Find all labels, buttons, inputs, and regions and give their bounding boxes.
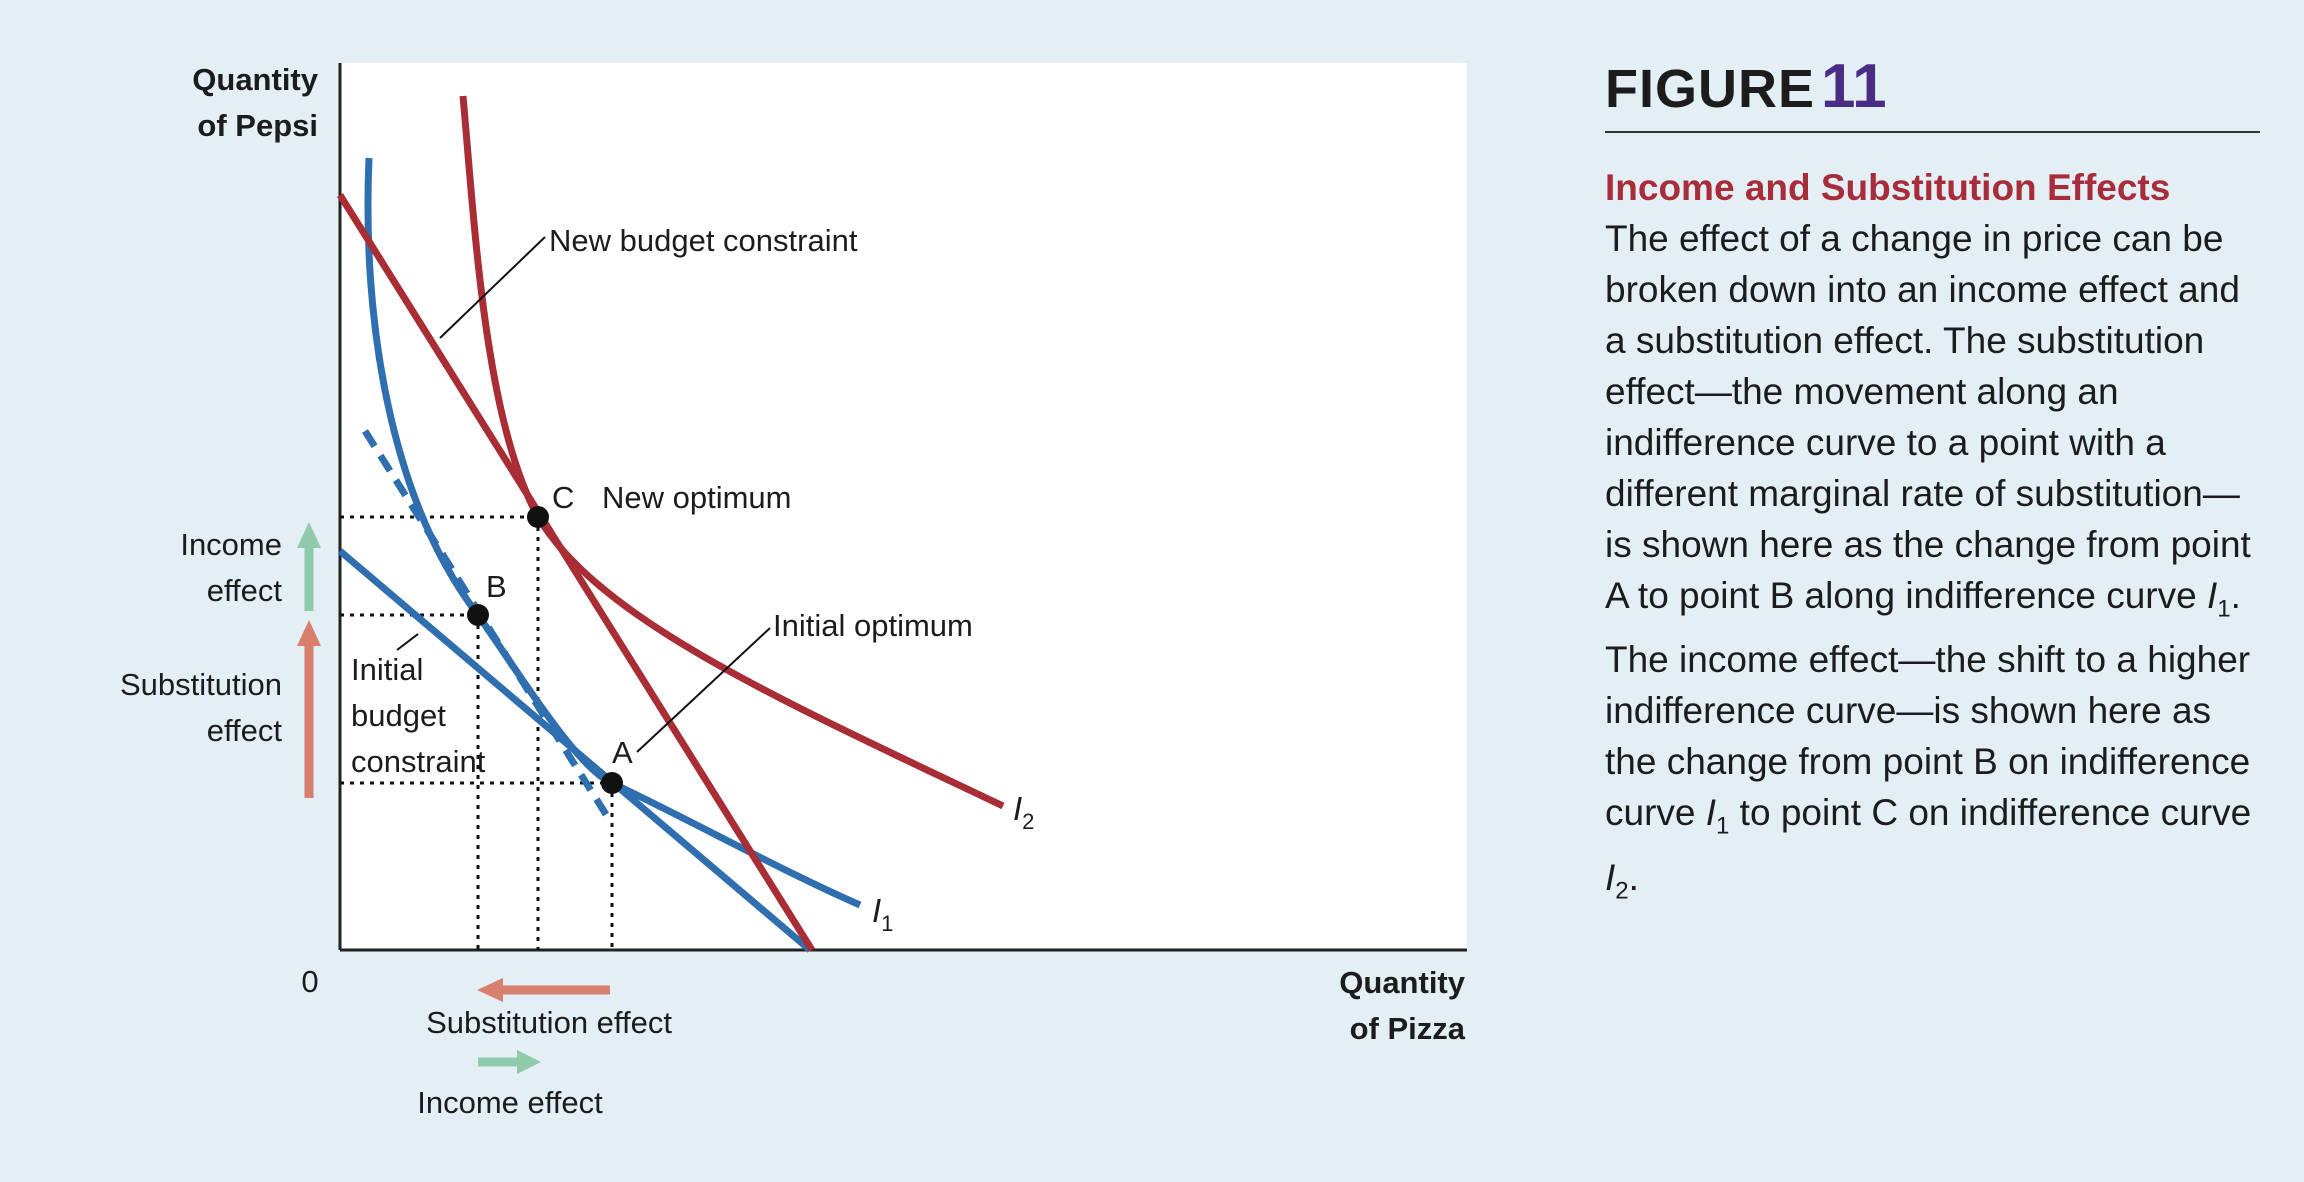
point-a bbox=[601, 772, 623, 794]
curve-i2-label: I2 bbox=[1013, 790, 1034, 834]
caption-body-part1: The effect of a change in price can be b… bbox=[1605, 218, 2251, 616]
caption-body-part2: . The income effect—the shift to a highe… bbox=[1605, 575, 2251, 834]
new-budget-line bbox=[337, 193, 815, 952]
caption-title: Income and Substitution Effects bbox=[1605, 167, 2171, 208]
caption-sub-2: 2 bbox=[1615, 877, 1629, 905]
caption-i-letter: I bbox=[2207, 575, 2218, 616]
initial-budget-label-1: Initial bbox=[351, 652, 423, 687]
figure-heading: FIGURE11 bbox=[1605, 55, 2260, 133]
indifference-curve-i1 bbox=[364, 157, 862, 909]
point-c-label: C bbox=[552, 480, 574, 515]
plot-area bbox=[340, 63, 1467, 950]
x-axis-label-line1: Quantity bbox=[1339, 965, 1465, 1000]
point-a-label: A bbox=[612, 735, 633, 770]
substitution-effect-horizontal-arrow bbox=[477, 978, 610, 1002]
y-axis-label-line2: of Pepsi bbox=[197, 108, 318, 143]
substitution-effect-label-1: Substitution bbox=[120, 667, 282, 702]
guide-lines bbox=[340, 515, 614, 950]
curve-i2-sub: 2 bbox=[1022, 809, 1034, 834]
substitution-effect-vertical-arrow bbox=[297, 620, 321, 798]
curve-i1-letter: I bbox=[872, 892, 881, 929]
point-b bbox=[467, 604, 489, 626]
caption-i-letter-3: I bbox=[1605, 856, 1616, 898]
leader-new-budget bbox=[439, 236, 546, 339]
curve-i1-sub: 1 bbox=[881, 911, 893, 936]
new-budget-label: New budget constraint bbox=[549, 223, 858, 258]
initial-budget-label-3: constraint bbox=[351, 744, 486, 779]
caption-sub-1: 1 bbox=[2217, 595, 2231, 623]
origin-label: 0 bbox=[301, 964, 318, 999]
caption-body-part3: to point C on indifference curve bbox=[1729, 792, 2252, 834]
substitution-effect-horizontal-label: Substitution effect bbox=[426, 1005, 672, 1040]
caption-sub-1b: 1 bbox=[1716, 812, 1730, 840]
x-axis-label-line2: of Pizza bbox=[1350, 1011, 1466, 1046]
caption-i-letter-2: I bbox=[1705, 792, 1717, 834]
caption-body-end: . bbox=[1628, 856, 1639, 898]
curve-i2-letter: I bbox=[1013, 790, 1022, 827]
income-effect-vertical-arrow bbox=[297, 522, 321, 611]
income-effect-horizontal-label: Income effect bbox=[417, 1085, 603, 1120]
new-optimum-label: New optimum bbox=[602, 480, 792, 515]
income-effect-horizontal-arrow bbox=[478, 1050, 541, 1074]
point-b-label: B bbox=[486, 569, 507, 604]
caption-body: The effect of a change in price can be b… bbox=[1605, 213, 2260, 916]
income-substitution-diagram: Quantity of Pepsi Quantity of Pizza 0 Ne… bbox=[120, 62, 1467, 1120]
figure-number: 11 bbox=[1821, 52, 1887, 121]
figure-label: FIGURE bbox=[1605, 59, 1816, 119]
income-effect-label-2: effect bbox=[207, 573, 283, 608]
curve-i1-label: I1 bbox=[872, 892, 893, 936]
figure-caption: FIGURE11 Income and Substitution Effects… bbox=[1605, 55, 2260, 916]
y-axis-label-line1: Quantity bbox=[192, 62, 318, 97]
initial-optimum-label: Initial optimum bbox=[773, 608, 973, 643]
leader-initial-budget bbox=[396, 633, 419, 651]
income-effect-label-1: Income bbox=[180, 527, 282, 562]
leader-initial-optimum bbox=[636, 627, 771, 753]
point-c bbox=[527, 506, 549, 528]
substitution-effect-label-2: effect bbox=[207, 713, 283, 748]
initial-budget-label-2: budget bbox=[351, 698, 446, 733]
leader-lines bbox=[396, 236, 771, 753]
